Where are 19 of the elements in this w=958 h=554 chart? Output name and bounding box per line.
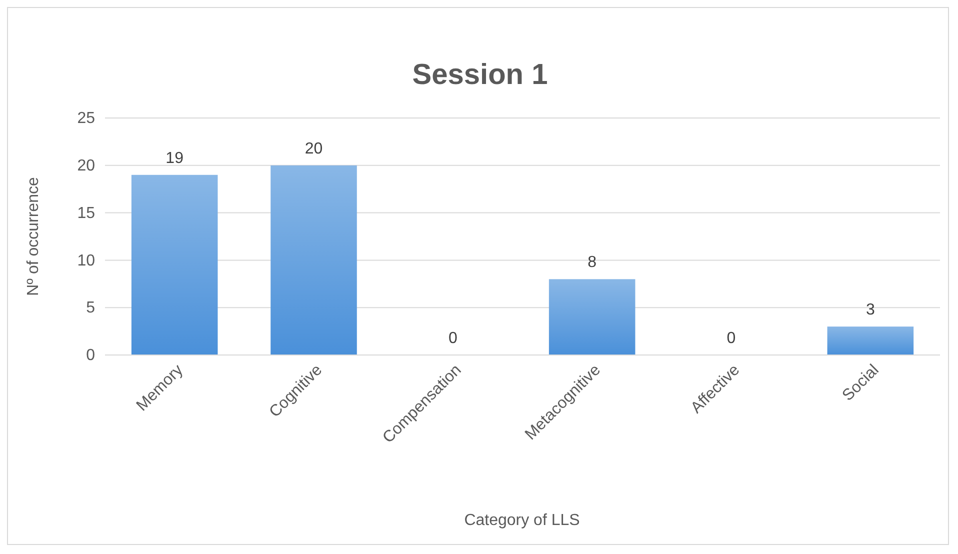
data-label: 3 — [866, 302, 875, 319]
data-label: 19 — [166, 150, 184, 167]
bar — [548, 279, 636, 355]
chart-title: Session 1 — [412, 59, 548, 91]
data-label: 0 — [448, 330, 458, 347]
bar — [270, 165, 357, 355]
data-label: 20 — [304, 140, 323, 158]
y-axis-title: Nº of occurrence — [25, 177, 42, 296]
y-tick-label: 20 — [77, 158, 96, 175]
data-label: 0 — [726, 330, 736, 347]
bar — [827, 326, 914, 355]
y-tick-label: 5 — [86, 300, 96, 317]
y-tick-label: 0 — [86, 347, 96, 364]
y-tick-label: 25 — [77, 110, 96, 128]
bar — [131, 174, 218, 355]
x-axis-title: Category of LLS — [464, 512, 580, 529]
y-tick-label: 10 — [77, 252, 96, 270]
data-label: 8 — [588, 254, 597, 272]
y-tick-label: 15 — [77, 204, 96, 222]
